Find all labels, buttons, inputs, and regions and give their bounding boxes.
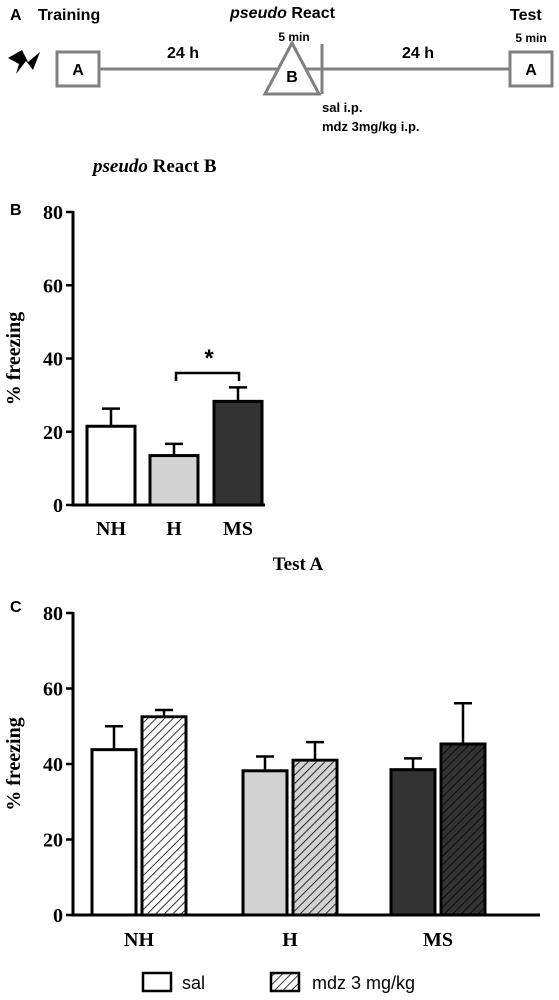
duration-react: 5 min [278,30,309,44]
y-tick-label: 80 [43,603,63,625]
y-axis-label: % freezing [3,312,25,406]
chart-b: 0 20 40 60 80 % freezing NH H MS * [3,202,265,540]
test-label: Test [510,7,542,24]
legend-swatch-sal [141,971,173,993]
legend-label-mdz: mdz 3 mg/kg [312,973,415,993]
y-tick-label: 0 [53,495,63,517]
training-label: Training [38,7,100,24]
duration-test: 5 min [515,31,546,45]
panel-b-title-text: React B [153,156,217,177]
panel-c-letter: C [10,599,22,616]
y-tick-label: 80 [43,202,63,224]
bar-nh-sal [90,748,138,917]
react-label-italic: pseudo [229,5,287,22]
react-label-text: React [291,5,335,22]
y-tick-label: 40 [43,754,63,776]
injection-line-1: sal i.p. [322,100,362,115]
box-training [55,50,101,88]
y-tick-label: 20 [43,830,63,852]
y-tick-label: 20 [43,422,63,444]
x-tick-label: NH [124,929,154,951]
y-tick-label: 60 [43,275,63,297]
react-label: pseudo React [229,5,336,22]
box-test-label: A [525,62,537,79]
panel-c: Test A C 0 20 40 60 80 % freezing NH H MS [3,554,540,951]
bar-hatch-fill [294,761,336,914]
bar-nh [85,424,137,507]
panel-c-title: Test A [273,554,324,575]
panel-a-letter: A [10,7,22,24]
box-test [508,50,554,88]
bar-h-sal [241,769,289,917]
legend-label-sal: sal [182,973,205,993]
box-training-label: A [72,62,84,79]
panel-b-title-italic: pseudo [91,156,148,177]
bar-ms-sal [389,768,437,917]
legend: sal mdz 3 mg/kg [141,971,415,993]
y-tick-label: 0 [53,905,63,927]
panel-b: pseudo React B B 0 20 40 60 80 % freezing NH H M… [3,156,265,540]
bar-hatch-fill [143,718,185,914]
legend-swatch-mdz [269,971,301,993]
lightning-bolt-icon [8,50,40,74]
triangle-react [262,39,322,96]
injection-line-2: mdz 3mg/kg i.p. [322,119,420,134]
x-tick-label: NH [96,518,126,540]
bar-hatch-fill [442,745,484,914]
panel-a-timeline: A Training pseudo React Test A B A 24 h … [8,5,554,134]
x-tick-label: H [166,518,182,540]
panel-b-title: pseudo React B [91,156,217,177]
y-tick-label: 60 [43,679,63,701]
y-tick-label: 40 [43,349,63,371]
x-tick-label: MS [223,518,253,540]
y-axis-label: % freezing [3,717,25,811]
bar-h [148,454,200,507]
interval-2: 24 h [402,45,434,62]
bar-ms [212,399,264,507]
x-tick-label: MS [423,929,453,951]
x-tick-label: H [282,929,298,951]
chart-c: 0 20 40 60 80 % freezing NH H MS [3,603,540,951]
panel-b-letter: B [10,202,22,219]
interval-1: 24 h [167,45,199,62]
significance-bracket [174,371,241,381]
significance-star: * [204,345,214,372]
box-react-label: B [286,69,298,86]
